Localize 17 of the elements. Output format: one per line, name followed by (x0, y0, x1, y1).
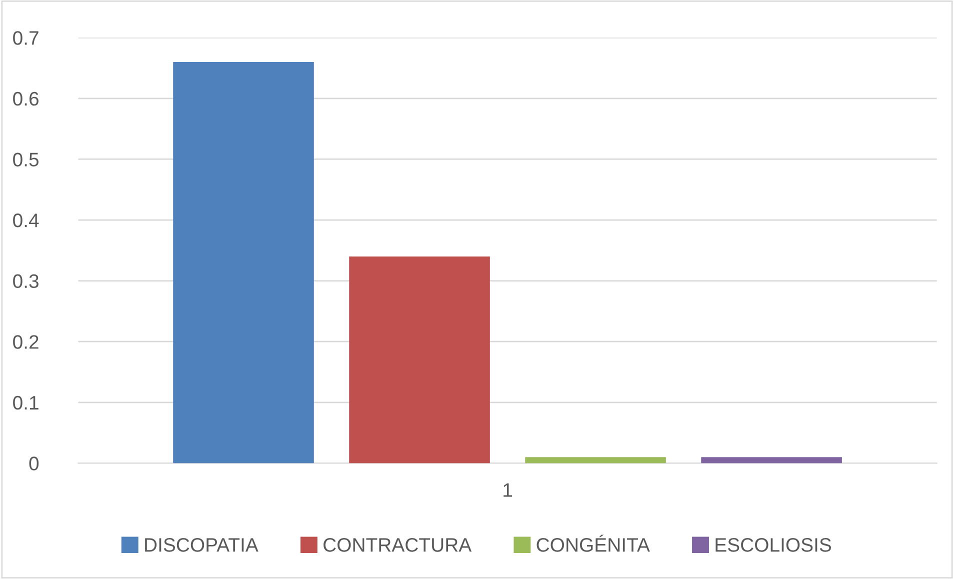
y-tick-label: 0.6 (13, 92, 38, 106)
y-tick-label: 0.3 (13, 274, 38, 288)
y-tick-label: 0.5 (13, 152, 39, 166)
legend-label: DISCOPATIA (145, 538, 258, 552)
bar (173, 62, 314, 464)
bar (701, 457, 842, 464)
y-tick-label: 0.2 (13, 335, 38, 349)
x-tick-label: 1 (504, 483, 512, 497)
legend-label: CONTRACTURA (324, 538, 472, 552)
bar (349, 256, 490, 464)
y-tick-label: 0.1 (13, 396, 38, 410)
y-tick-label: 0 (29, 456, 39, 470)
y-tick-label: 0.4 (13, 213, 39, 228)
y-tick-label: 0.7 (13, 31, 38, 45)
bar (525, 457, 666, 464)
legend-label: ESCOLIOSIS (716, 538, 832, 552)
legend-label: CONGÉNITA (536, 534, 650, 552)
